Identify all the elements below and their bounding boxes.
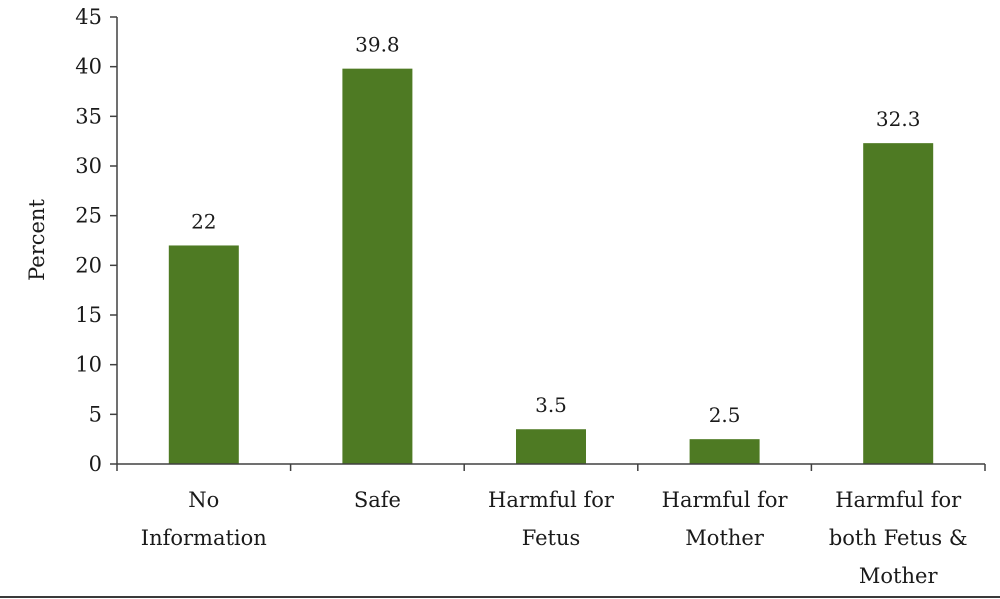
bar [168, 245, 239, 464]
bar [689, 439, 760, 464]
x-tick-label: Fetus [522, 526, 581, 550]
data-label: 32.3 [876, 107, 921, 131]
value-labels: 22 39.8 3.5 2.5 32.3 [191, 33, 920, 428]
x-tick-label: Harmful for [662, 488, 789, 512]
x-tick-label: Mother [685, 526, 765, 550]
y-tick-label: 20 [75, 253, 102, 277]
x-tick-label: Harmful for [488, 488, 615, 512]
y-axis-ticks: 0 5 10 15 20 25 30 35 40 45 [75, 5, 117, 476]
bars [168, 68, 934, 465]
y-axis-title: Percent [25, 199, 49, 281]
y-tick-label: 5 [89, 402, 102, 426]
x-tick-label: No [188, 488, 219, 512]
y-tick-label: 25 [75, 204, 102, 228]
x-tick-label: Harmful for [835, 488, 962, 512]
y-tick-label: 40 [75, 55, 102, 79]
x-tick-label: Information [141, 526, 267, 550]
axes [0, 17, 1000, 598]
category-labels: No Information Safe Harmful for Fetus Harmful… [141, 488, 968, 588]
bar [516, 429, 586, 464]
y-tick-label: 45 [75, 5, 102, 29]
data-label: 22 [191, 209, 216, 233]
data-label: 3.5 [535, 393, 567, 417]
y-tick-label: 0 [89, 452, 102, 476]
y-tick-label: 15 [75, 303, 102, 327]
x-tick-label: Mother [859, 564, 939, 588]
y-tick-label: 10 [75, 353, 102, 377]
x-tick-label: Safe [354, 488, 401, 512]
bar [863, 143, 934, 465]
x-tick-label: both Fetus & [829, 526, 968, 550]
y-tick-label: 35 [75, 104, 102, 128]
bar [342, 68, 413, 465]
data-label: 39.8 [355, 33, 400, 57]
y-tick-label: 30 [75, 154, 102, 178]
data-label: 2.5 [709, 403, 741, 427]
